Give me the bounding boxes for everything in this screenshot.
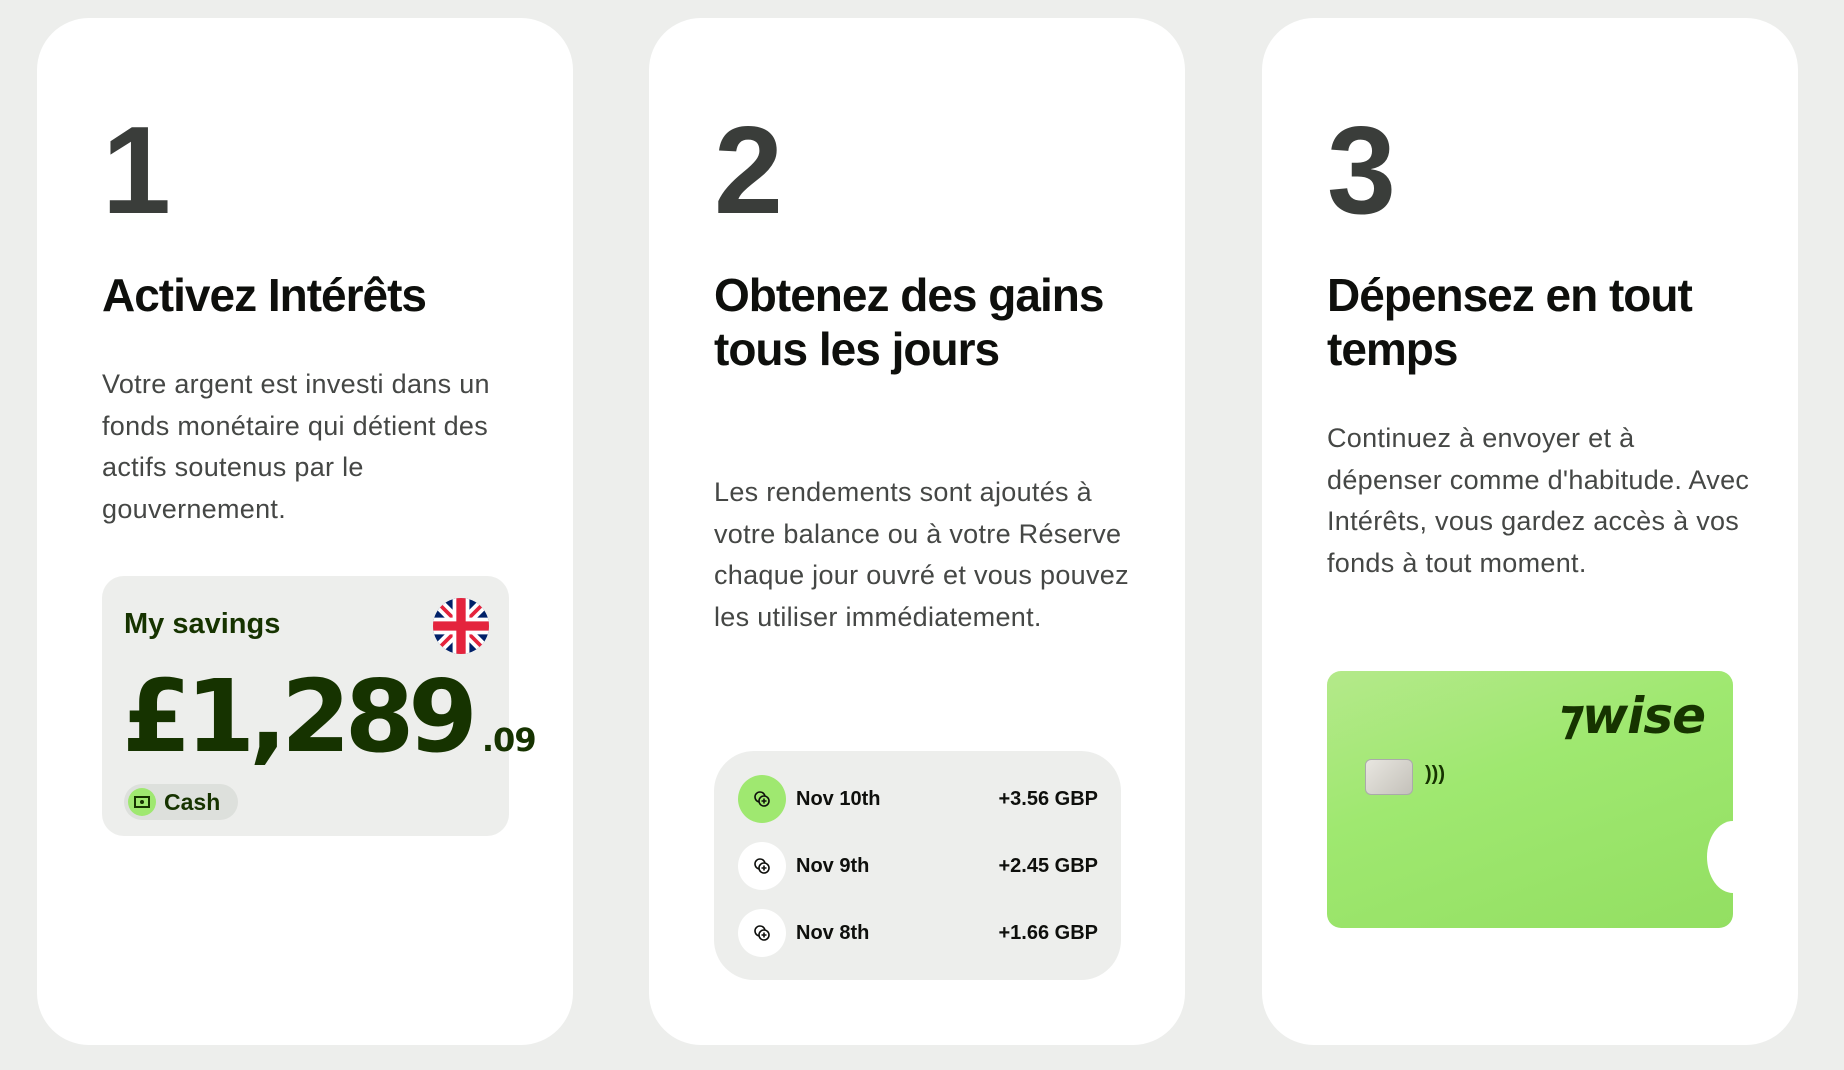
earning-row: Nov 9th +2.45 GBP — [738, 842, 1098, 890]
earnings-list: Nov 10th +3.56 GBP Nov 9th +2.45 GBP Nov… — [714, 751, 1121, 980]
step-title: Activez Intérêts — [102, 269, 427, 321]
card-chip-icon — [1365, 759, 1413, 795]
cash-icon — [128, 788, 156, 816]
step-description: Continuez à envoyer et à dépenser comme … — [1327, 423, 1750, 578]
wise-logo: ⁊wise — [1557, 687, 1706, 745]
earning-row: Nov 8th +1.66 GBP — [738, 909, 1098, 957]
savings-label: My savings — [124, 608, 281, 640]
coins-plus-icon — [738, 842, 786, 890]
earning-date: Nov 8th — [796, 921, 870, 944]
step-title: Obtenez des gains tous les jours — [714, 269, 1104, 375]
earning-date: Nov 9th — [796, 854, 870, 877]
step-number: 1 — [102, 102, 171, 240]
earning-amount: +3.56 GBP — [998, 787, 1098, 810]
coins-plus-icon — [738, 909, 786, 957]
step-title: Dépensez en tout temps — [1327, 269, 1693, 375]
earning-date: Nov 10th — [796, 787, 881, 810]
step-description: Les rendements sont ajoutés à votre bala… — [714, 477, 1129, 632]
contactless-icon: ))) — [1425, 763, 1445, 785]
wise-debit-card: ⁊wise ))) — [1327, 671, 1733, 928]
coins-plus-icon — [738, 775, 786, 823]
step-description: Votre argent est investi dans un fonds m… — [102, 369, 490, 524]
step-card-2: 2 Obtenez des gains tous les jours Les r… — [649, 18, 1185, 1045]
cash-chip: Cash — [124, 784, 239, 820]
step-card-1: 1 Activez Intérêts Votre argent est inve… — [37, 18, 573, 1045]
savings-widget: My savings £1,289.09 Cash — [102, 576, 537, 836]
step-number: 3 — [1327, 102, 1396, 240]
step-card-3: 3 Dépensez en tout temps Continuez à env… — [1262, 18, 1798, 1045]
card-notch — [1707, 821, 1733, 893]
earning-amount: +2.45 GBP — [998, 854, 1098, 877]
earning-row: Nov 10th +3.56 GBP — [738, 775, 1098, 823]
earning-amount: +1.66 GBP — [998, 921, 1098, 944]
savings-amount: £1,289.09 — [122, 658, 537, 775]
cash-label: Cash — [164, 788, 221, 815]
uk-flag-icon — [433, 598, 489, 654]
step-number: 2 — [714, 102, 783, 240]
